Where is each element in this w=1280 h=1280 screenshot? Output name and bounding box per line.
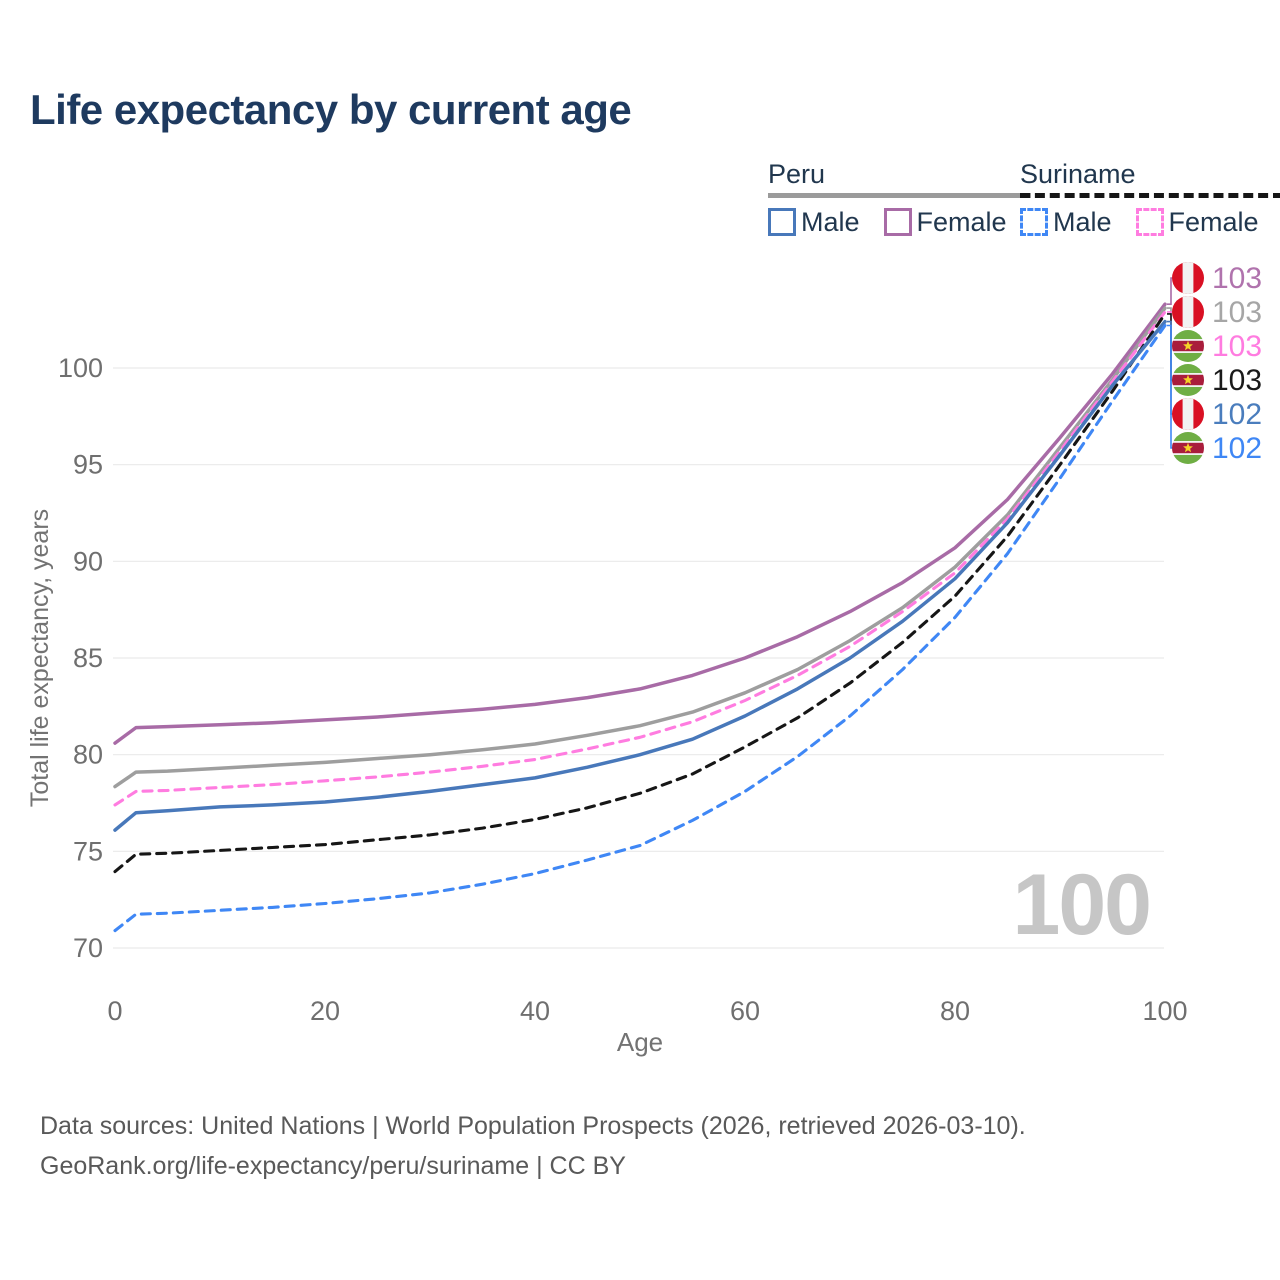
peru-female-swatch (883, 208, 912, 237)
end-value-label: 103 (1212, 330, 1262, 363)
age-counter-watermark: 100 (1012, 857, 1152, 953)
y-tick-label: 75 (73, 836, 103, 866)
peru-line-style-sample (768, 192, 1031, 198)
suriname-male-swatch (1020, 208, 1048, 237)
suriname-flag-icon (1172, 364, 1204, 396)
suriname-flag-icon (1172, 330, 1204, 362)
legend-label-suriname-female: Female (1168, 206, 1259, 237)
x-tick-label: 80 (940, 996, 970, 1026)
end-value-label: 103 (1212, 262, 1262, 295)
legend-group-suriname: Suriname Male Female (1020, 159, 1280, 238)
end-value-label: 102 (1212, 432, 1262, 465)
series-line-suriname-female[interactable] (113, 310, 1167, 807)
legend-item-suriname-male[interactable]: Male (1020, 207, 1112, 238)
series-line-suriname-male[interactable] (113, 323, 1167, 933)
y-tick-label: 90 (73, 546, 103, 576)
suriname-female-swatch (1135, 208, 1164, 237)
suriname-flag-icon (1172, 432, 1204, 464)
legend-item-suriname-female[interactable]: Female (1135, 206, 1259, 238)
legend-group-peru: Peru Male Female (768, 159, 1031, 238)
y-tick-label: 70 (73, 933, 103, 963)
end-label-connector (1167, 277, 1172, 305)
legend-item-peru-male[interactable]: Male (768, 207, 860, 238)
x-tick-label: 60 (730, 996, 760, 1026)
x-tick-label: 100 (1142, 996, 1187, 1026)
x-tick-label: 40 (520, 996, 550, 1026)
peru-flag-icon (1172, 296, 1204, 328)
series-line-peru-female[interactable] (113, 302, 1167, 745)
attribution-text: GeoRank.org/life-expectancy/peru/surinam… (40, 1152, 626, 1180)
series-line-peru[interactable] (113, 306, 1167, 789)
suriname-line-style-sample (1020, 192, 1280, 198)
footer: Data sources: United Nations | World Pop… (40, 1106, 1026, 1186)
legend-country-peru[interactable]: Peru (768, 159, 826, 189)
y-tick-label: 80 (73, 740, 103, 770)
peru-flag-icon (1172, 398, 1204, 430)
data-sources-text: Data sources: United Nations | World Pop… (40, 1112, 1026, 1140)
legend-label-suriname-male: Male (1053, 206, 1112, 237)
legend-country-suriname[interactable]: Suriname (1020, 159, 1136, 189)
legend-label-peru-male: Male (801, 206, 860, 237)
x-axis-title: Age (617, 1027, 663, 1057)
peru-male-swatch (768, 208, 796, 237)
peru-flag-icon (1172, 262, 1204, 294)
y-tick-label: 95 (73, 450, 103, 480)
legend-label-peru-female: Female (916, 206, 1007, 237)
series-line-peru-male[interactable] (113, 319, 1167, 832)
end-value-label: 102 (1212, 398, 1262, 431)
y-tick-label: 100 (58, 353, 103, 383)
page-title: Life expectancy by current age (30, 86, 632, 133)
y-axis-title: Total life expectancy, years (26, 509, 54, 807)
end-value-label: 103 (1212, 364, 1262, 397)
legend-item-peru-female[interactable]: Female (883, 206, 1007, 238)
series-line-suriname[interactable] (113, 312, 1167, 874)
y-tick-label: 85 (73, 643, 103, 673)
x-tick-label: 20 (310, 996, 340, 1026)
end-label-connector (1167, 324, 1172, 449)
x-tick-label: 0 (107, 996, 122, 1026)
end-value-label: 103 (1212, 296, 1262, 329)
